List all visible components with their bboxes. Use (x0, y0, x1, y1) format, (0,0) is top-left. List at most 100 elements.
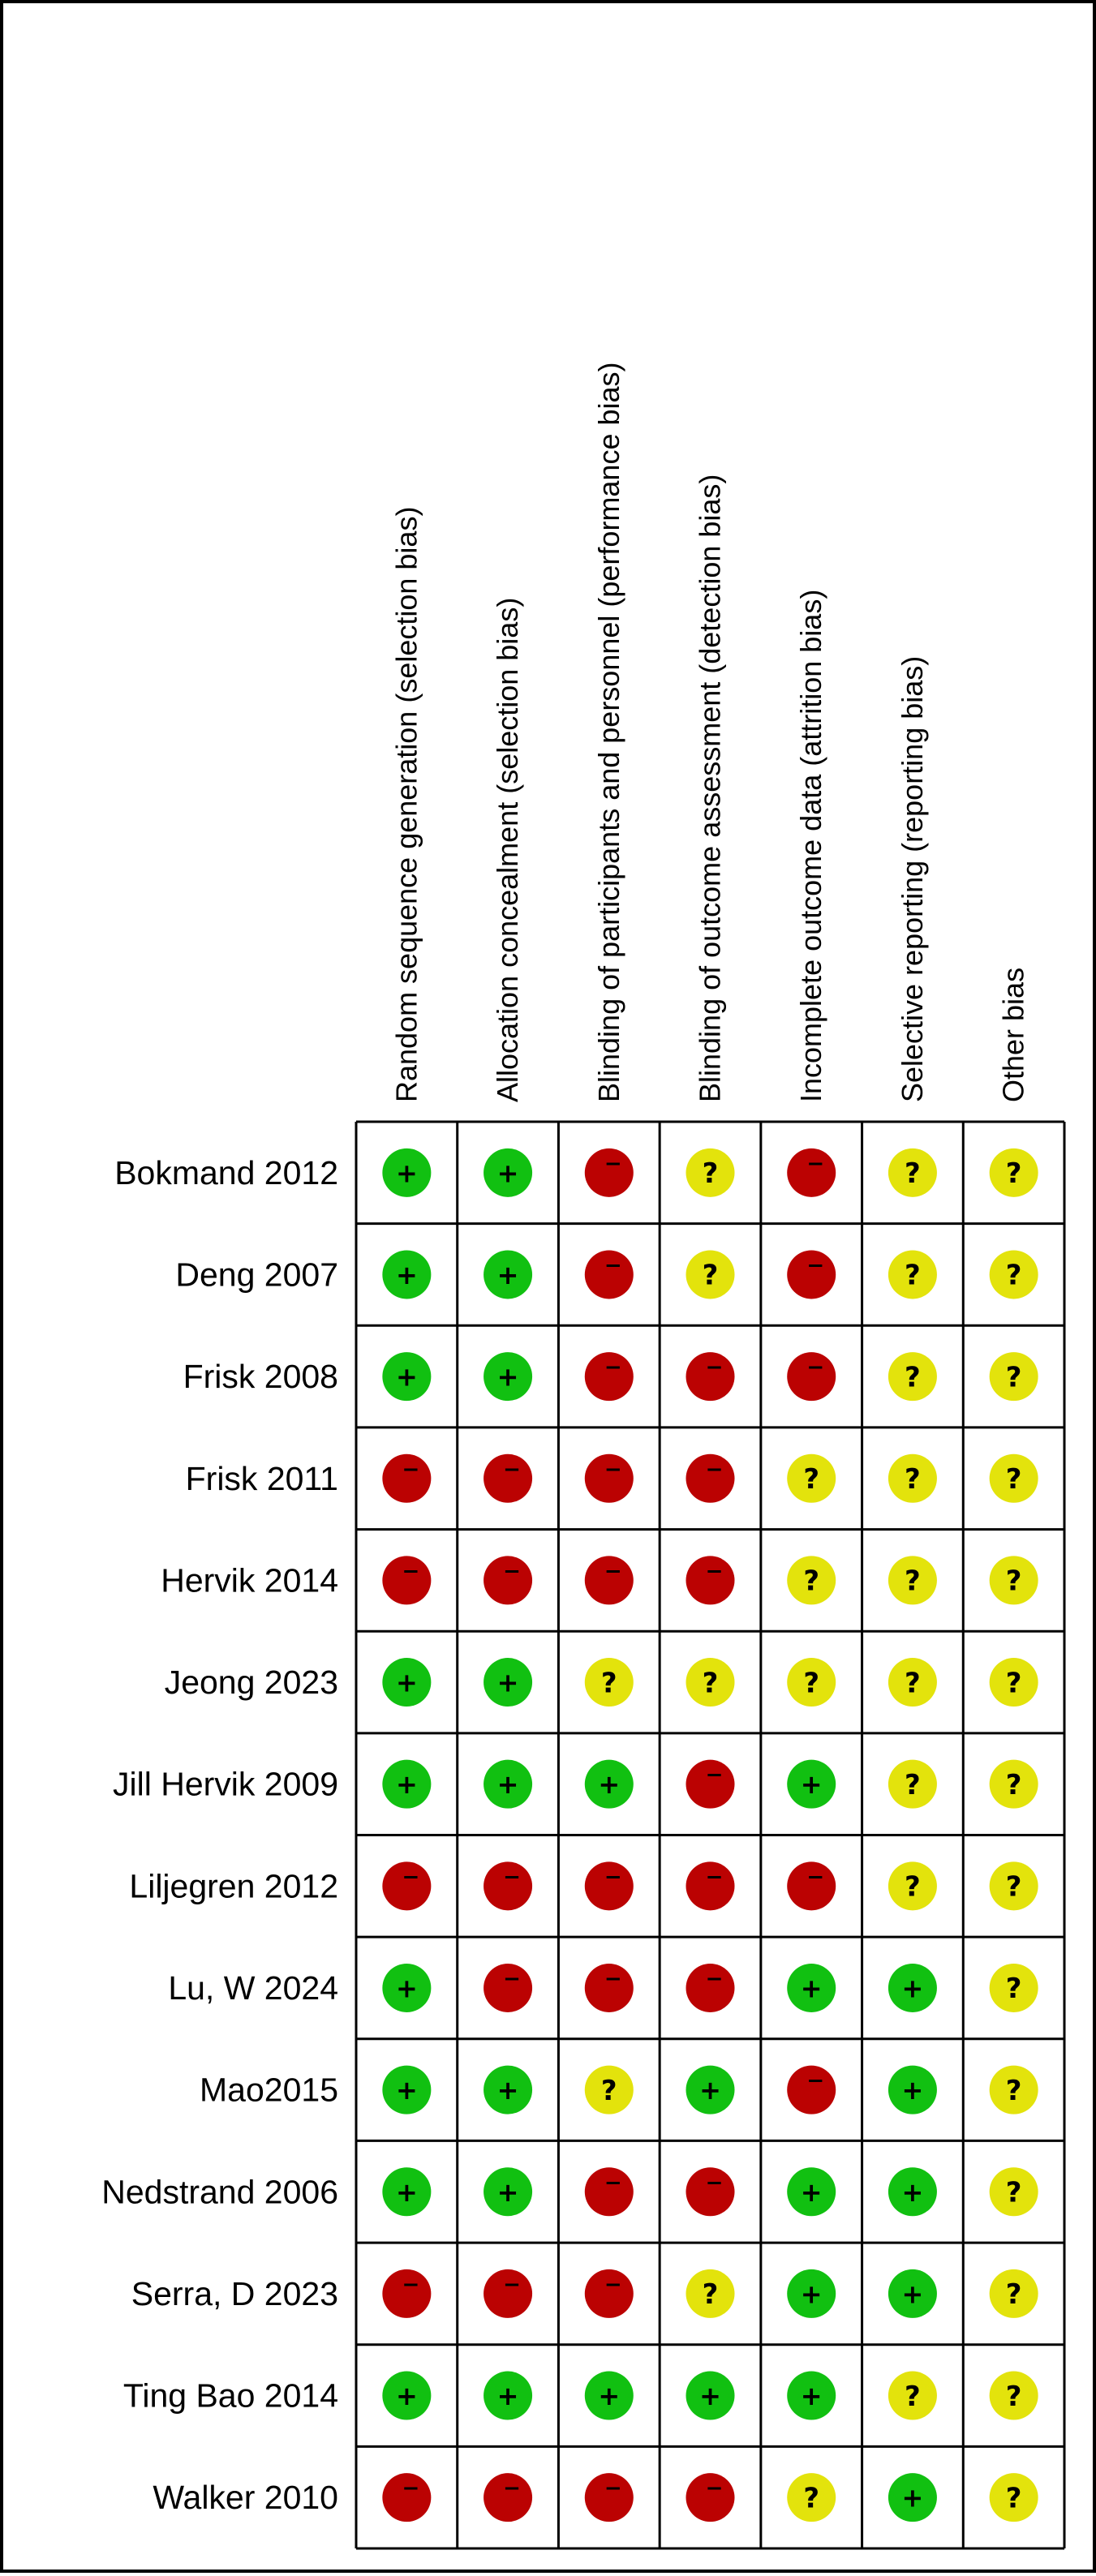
risk-high-symbol: − (604, 1559, 622, 1583)
risk-unclear-circle (989, 2167, 1038, 2217)
risk-unclear-circle (989, 2371, 1038, 2420)
risk-unclear-symbol: ? (703, 1667, 719, 1699)
risk-low-circle (787, 1963, 836, 2012)
risk-low-circle (382, 1352, 432, 1402)
risk-low-symbol: + (801, 1769, 823, 1800)
risk-low-circle (888, 2473, 937, 2522)
risk-low-symbol: + (396, 2075, 418, 2106)
risk-unclear-circle (888, 2371, 937, 2420)
risk-unclear-circle (888, 1658, 937, 1707)
risk-high-symbol: − (806, 1152, 824, 1176)
risk-low-circle (484, 1148, 533, 1197)
risk-unclear-symbol: ? (905, 1769, 921, 1801)
risk-unclear-symbol: ? (703, 2278, 719, 2311)
risk-high-circle (686, 1453, 735, 1503)
risk-unclear-symbol: ? (803, 1565, 819, 1598)
risk-low-circle (888, 2269, 937, 2318)
risk-high-symbol: − (706, 1559, 724, 1583)
risk-high-symbol: − (706, 1763, 724, 1788)
risk-high-circle (484, 2473, 533, 2522)
risk-unclear-symbol: ? (1006, 1565, 1022, 1598)
risk-low-circle (382, 1759, 432, 1809)
risk-low-symbol: + (497, 2075, 519, 2106)
risk-high-circle (787, 1148, 836, 1197)
risk-high-circle (686, 2473, 735, 2522)
risk-unclear-symbol: ? (1006, 1463, 1022, 1496)
risk-low-circle (584, 2371, 634, 2420)
study-label: Jeong 2023 (165, 1664, 338, 1701)
risk-high-circle (584, 1352, 634, 1402)
risk-unclear-circle (989, 1759, 1038, 1809)
risk-high-symbol: − (604, 1152, 622, 1176)
risk-low-symbol: + (497, 2177, 519, 2208)
risk-low-symbol: + (396, 1260, 418, 1290)
risk-unclear-symbol: ? (905, 1565, 921, 1598)
risk-high-symbol: − (402, 1865, 419, 1889)
risk-high-symbol: − (604, 1253, 622, 1277)
risk-low-circle (787, 1759, 836, 1809)
risk-high-circle (787, 1861, 836, 1911)
risk-low-circle (382, 2371, 432, 2420)
risk-high-circle (382, 1453, 432, 1503)
risk-low-symbol: + (497, 1157, 519, 1188)
study-label: Hervik 2014 (161, 1561, 338, 1599)
domain-header: Selective reporting (reporting bias) (896, 656, 929, 1102)
risk-high-symbol: − (503, 2476, 521, 2501)
risk-unclear-circle (686, 1658, 735, 1707)
risk-high-symbol: − (706, 1967, 724, 1991)
risk-unclear-symbol: ? (803, 1463, 819, 1496)
risk-low-symbol: + (902, 2075, 924, 2106)
risk-high-symbol: − (402, 1559, 419, 1583)
risk-low-symbol: + (801, 2177, 823, 2208)
risk-low-symbol: + (801, 2381, 823, 2411)
risk-low-symbol: + (699, 2075, 721, 2106)
risk-low-symbol: + (699, 2381, 721, 2411)
risk-unclear-symbol: ? (905, 1361, 921, 1393)
risk-high-symbol: − (806, 1355, 824, 1380)
risk-unclear-symbol: ? (803, 2482, 819, 2514)
risk-unclear-symbol: ? (1006, 1769, 1022, 1801)
risk-high-symbol: − (604, 1355, 622, 1380)
risk-low-symbol: + (497, 2381, 519, 2411)
risk-high-circle (787, 1352, 836, 1402)
study-label: Lu, W 2024 (168, 1969, 338, 2007)
risk-unclear-symbol: ? (703, 1157, 719, 1190)
risk-high-symbol: − (706, 1355, 724, 1380)
risk-low-circle (382, 1250, 432, 1299)
risk-low-symbol: + (497, 1362, 519, 1393)
risk-unclear-circle (989, 2065, 1038, 2114)
risk-unclear-symbol: ? (803, 1667, 819, 1699)
domain-header: Random sequence generation (selection bi… (389, 507, 423, 1102)
risk-high-circle (484, 1453, 533, 1503)
risk-low-circle (787, 2269, 836, 2318)
study-label: Frisk 2008 (183, 1358, 338, 1395)
risk-low-symbol: + (396, 1157, 418, 1188)
risk-unclear-circle (989, 1963, 1038, 2012)
risk-unclear-symbol: ? (1006, 2482, 1022, 2514)
risk-high-circle (382, 2269, 432, 2318)
risk-low-circle (382, 2167, 432, 2217)
risk-unclear-symbol: ? (1006, 2176, 1022, 2209)
risk-unclear-circle (686, 1148, 735, 1197)
risk-high-circle (686, 1759, 735, 1809)
risk-of-bias-chart: Random sequence generation (selection bi… (101, 362, 1066, 2550)
risk-low-symbol: + (801, 1973, 823, 2003)
risk-high-symbol: − (604, 1458, 622, 1482)
risk-unclear-symbol: ? (1006, 1973, 1022, 2005)
risk-low-symbol: + (902, 1973, 924, 2003)
risk-unclear-circle (989, 1250, 1038, 1299)
risk-high-circle (484, 1861, 533, 1911)
risk-unclear-circle (888, 1759, 937, 1809)
risk-low-symbol: + (497, 1769, 519, 1800)
risk-high-circle (686, 1963, 735, 2012)
risk-unclear-circle (787, 1453, 836, 1503)
study-label: Serra, D 2023 (131, 2275, 338, 2312)
risk-high-symbol: − (503, 1865, 521, 1889)
domain-header: Other bias (997, 968, 1030, 1102)
risk-high-symbol: − (706, 2170, 724, 2195)
risk-low-circle (484, 1352, 533, 1402)
risk-unclear-circle (787, 1556, 836, 1605)
risk-unclear-symbol: ? (905, 1157, 921, 1190)
risk-unclear-symbol: ? (1006, 1260, 1022, 1292)
risk-high-circle (382, 1556, 432, 1605)
